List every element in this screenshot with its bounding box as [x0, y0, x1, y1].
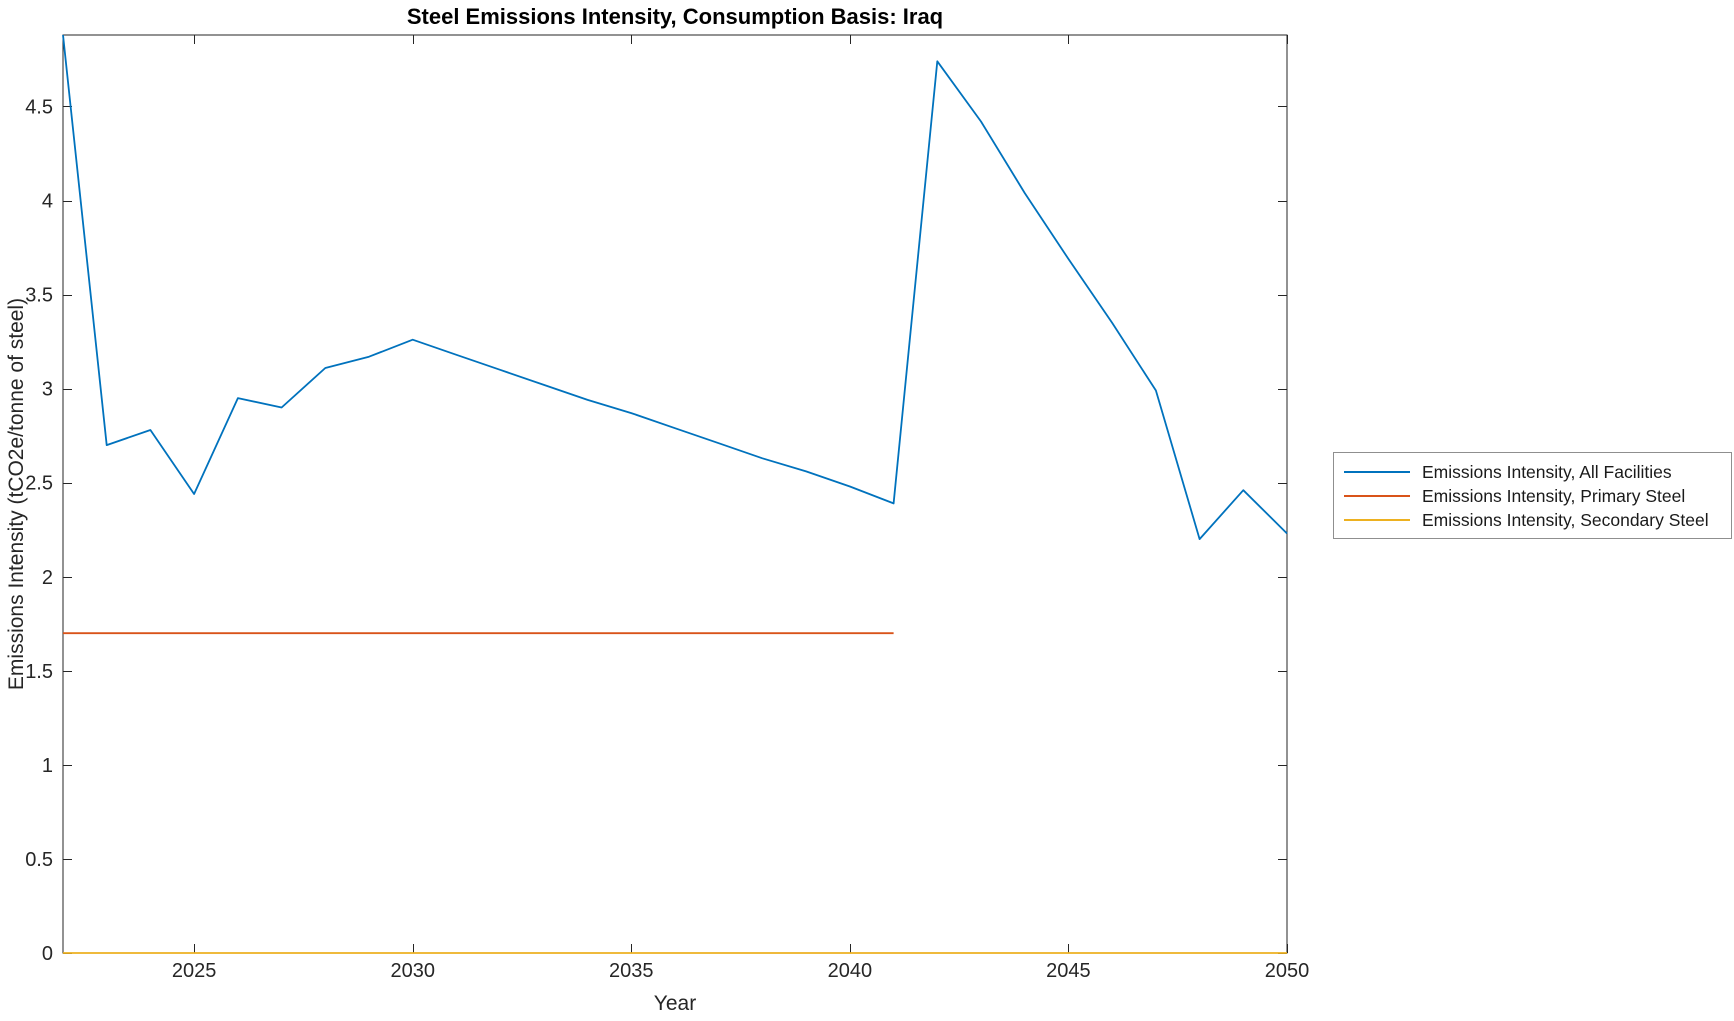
- y-axis-ticks: [63, 106, 1287, 954]
- y-tick-label: 1.5: [25, 661, 53, 683]
- y-tick-label: 0: [42, 943, 53, 965]
- y-tick-label: 4: [42, 191, 53, 213]
- legend-line-sample-primary-steel: [1344, 495, 1410, 497]
- y-axis-label: Emissions Intensity (tCO2e/tonne of stee…: [5, 297, 28, 691]
- x-tick-label: 2035: [609, 960, 654, 982]
- y-tick-label: 2.5: [25, 473, 53, 495]
- legend: Emissions Intensity, All Facilities Emis…: [1333, 452, 1732, 539]
- x-tick-label: 2030: [390, 960, 435, 982]
- chart-title: Steel Emissions Intensity, Consumption B…: [406, 4, 944, 29]
- series-line-0: [62, 34, 1288, 540]
- x-axis-ticks: [194, 35, 1288, 953]
- legend-item-secondary-steel: Emissions Intensity, Secondary Steel: [1344, 508, 1731, 532]
- y-tick-label: 2: [42, 567, 53, 589]
- y-tick-label: 4.5: [25, 96, 53, 118]
- legend-label-primary-steel: Emissions Intensity, Primary Steel: [1422, 485, 1686, 506]
- x-axis-label: Year: [653, 992, 697, 1015]
- legend-label-secondary-steel: Emissions Intensity, Secondary Steel: [1422, 509, 1709, 530]
- legend-line-sample-secondary-steel: [1344, 519, 1410, 521]
- legend-label-all-facilities: Emissions Intensity, All Facilities: [1422, 461, 1672, 482]
- x-tick-label: 2040: [828, 960, 873, 982]
- y-tick-label: 1: [42, 755, 53, 777]
- y-tick-label: 3.5: [25, 285, 53, 307]
- legend-item-all-facilities: Emissions Intensity, All Facilities: [1344, 460, 1731, 484]
- axis-box: [62, 34, 1288, 954]
- legend-line-sample-all-facilities: [1344, 471, 1410, 473]
- y-tick-label: 0.5: [25, 849, 53, 871]
- x-tick-label: 2025: [172, 960, 217, 982]
- x-tick-label: 2045: [1046, 960, 1091, 982]
- x-tick-label: 2050: [1265, 960, 1310, 982]
- y-tick-label: 3: [42, 379, 53, 401]
- legend-item-primary-steel: Emissions Intensity, Primary Steel: [1344, 484, 1731, 508]
